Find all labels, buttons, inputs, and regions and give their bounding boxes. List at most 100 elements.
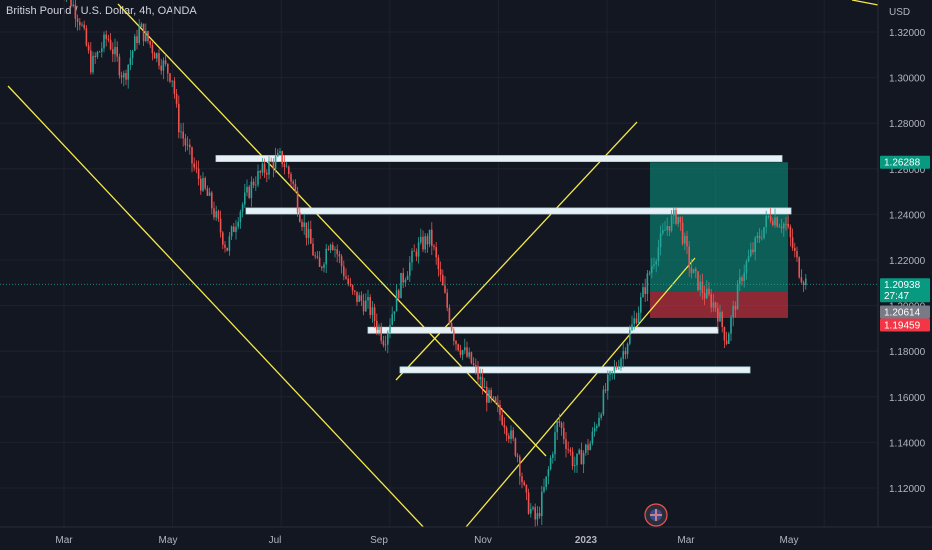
candle-body [615,366,618,368]
candle-body [250,181,253,198]
candle-body [525,485,528,493]
event-marker[interactable] [644,503,668,527]
candle-body [200,178,202,191]
candle-body [336,249,338,255]
candle-body [457,344,459,351]
candle-body [481,376,484,388]
candle-body [85,28,88,46]
candle-body [226,247,228,251]
candle-body [314,255,316,257]
candle-body [609,371,611,375]
candle-body [620,358,622,368]
candle-body [703,293,706,299]
candle-body [136,36,138,44]
trend-line [465,257,696,528]
candle-body [543,487,545,492]
candle-body [395,290,398,312]
candle-body [156,53,158,59]
candle-body [94,55,96,57]
candle-body [195,167,198,169]
candle-body [274,156,277,169]
candle-body [415,251,418,257]
candle-body [325,248,327,265]
candle-body [129,57,132,65]
candle-body [263,163,266,173]
candle-body [750,249,752,257]
candle-body [182,131,184,139]
candle-body [349,284,352,286]
long-position-tool[interactable] [650,162,788,318]
candle-body [549,457,552,470]
candle-body [338,254,341,257]
candle-body [466,347,468,357]
candle-body [334,249,336,250]
price-tag-bg [880,278,930,303]
candle-body [158,53,160,66]
candle-body [633,318,635,325]
candle-body [767,215,770,217]
candle-body [268,161,270,175]
symbol-title: British Pound / U.S. Dollar, 4h, OANDA [6,5,197,17]
candle-body [444,285,446,293]
candle-body [514,438,517,456]
candle-body [123,73,125,78]
price-tick-label: 1.12000 [889,484,926,495]
candle-body [697,271,699,291]
candle-body [648,272,651,274]
trend-lines[interactable] [7,0,916,533]
trend-line [7,85,429,533]
candle-body [345,276,347,279]
candle-body [497,402,499,405]
price-tick-label: 1.30000 [889,74,926,85]
candle-body [736,284,739,310]
support-resistance-level [367,326,719,334]
candle-body [285,166,288,168]
candle-body [299,212,301,222]
price-tick-label: 1.26000 [889,165,926,176]
candle-body [149,40,151,45]
candle-body [763,227,765,239]
price-axis[interactable]: USD 1.32000 1.30000 1.28000 1.26000 1.24000 1.… [877,0,932,550]
candle-body [303,222,305,227]
price-tag: 1.26288 [880,155,930,169]
candle-body [560,423,563,429]
candle-body [145,31,147,42]
candle-body [576,453,578,466]
candle-body [204,178,206,189]
candle-body [499,404,501,415]
price-tick-label: 1.22000 [889,256,926,267]
candle-body [413,250,415,252]
candle-body [681,222,684,244]
candle-body [450,322,453,331]
price-tick-label: 1.18000 [889,347,926,358]
price-tag-label: 1.19459 [884,321,921,332]
candle-body [789,226,792,238]
price-tag: 1.19459 [880,318,930,332]
candle-body [662,230,664,234]
stop-loss-zone [650,291,788,318]
candle-body [624,351,627,355]
candle-body [376,320,378,330]
candle-body [327,248,330,250]
candle-body [211,192,213,209]
candle-body [228,236,231,251]
candle-body [664,229,666,231]
candle-body [252,181,255,186]
candle-body [219,218,222,233]
candle-body [301,221,303,227]
candle-body [732,305,734,318]
candle-body [237,222,239,227]
price-tick-label: 1.14000 [889,438,926,449]
horizontal-levels[interactable] [215,155,792,374]
candle-body [805,278,807,285]
candle-body [312,243,314,256]
candle-body [701,281,704,294]
candle-body [213,208,215,218]
candle-body [585,444,587,453]
price-tag-label: 1.20938 [884,280,921,291]
candle-body [96,52,99,57]
time-axis[interactable]: Mar May Jul Sep Nov 2023 Mar May [0,526,932,550]
candle-body [81,24,83,26]
